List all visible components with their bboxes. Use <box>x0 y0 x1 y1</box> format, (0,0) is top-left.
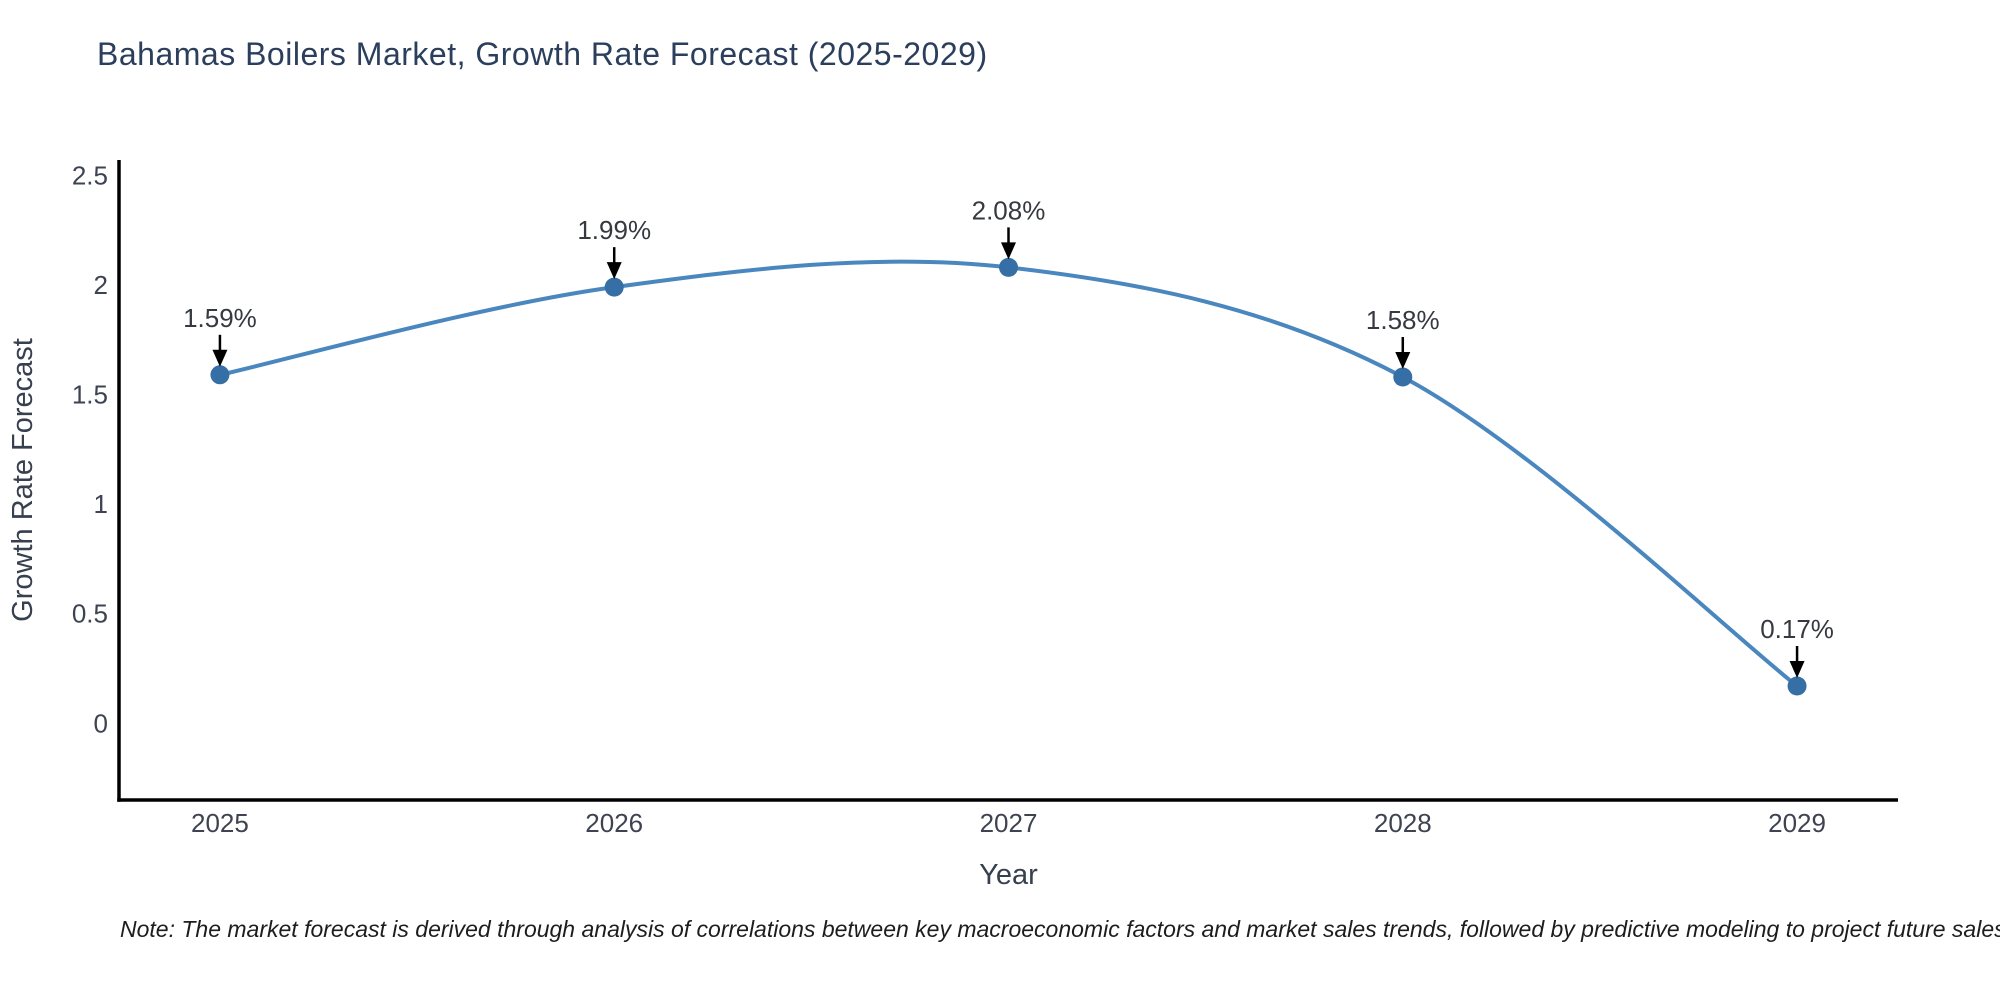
data-point-marker <box>210 365 230 385</box>
chart-title: Bahamas Boilers Market, Growth Rate Fore… <box>97 36 988 72</box>
annotation-arrowhead-icon <box>1395 351 1411 369</box>
point-annotation: 2.08% <box>972 195 1046 260</box>
point-annotation: 1.58% <box>1366 305 1440 369</box>
y-tick-label: 2.5 <box>72 160 108 190</box>
annotation-label: 0.17% <box>1760 614 1834 644</box>
x-tick-label: 2026 <box>585 808 643 838</box>
annotation-arrowhead-icon <box>606 262 622 280</box>
y-tick-label: 2 <box>94 270 108 300</box>
x-tick-label: 2027 <box>980 808 1038 838</box>
point-annotation: 0.17% <box>1760 614 1834 679</box>
annotation-arrowhead-icon <box>1001 242 1016 260</box>
y-axis-title: Growth Rate Forecast <box>7 338 39 622</box>
point-annotation: 1.59% <box>183 303 257 367</box>
data-point-marker <box>1787 676 1807 696</box>
y-tick-label: 1.5 <box>72 380 108 410</box>
data-point-marker <box>1393 367 1413 387</box>
annotation-arrowhead-icon <box>212 349 228 367</box>
annotation-label: 1.59% <box>183 303 257 333</box>
y-tick-label: 0 <box>94 708 108 738</box>
series-line <box>217 259 1800 689</box>
annotation-label: 1.58% <box>1366 305 1440 335</box>
data-point-marker <box>604 277 624 297</box>
data-point-marker <box>999 257 1018 277</box>
point-annotation: 1.99% <box>577 215 651 280</box>
footnote: Note: The market forecast is derived thr… <box>120 916 2000 942</box>
x-axis-title: Year <box>979 859 1038 891</box>
x-tick-label: 2025 <box>191 808 249 838</box>
x-tick-label: 2028 <box>1374 808 1432 838</box>
annotation-arrowhead-icon <box>1789 661 1805 679</box>
y-tick-label: 1 <box>94 489 108 519</box>
annotation-label: 2.08% <box>972 195 1046 225</box>
y-tick-label: 0.5 <box>72 599 108 629</box>
annotation-label: 1.99% <box>577 215 651 245</box>
x-tick-label: 2029 <box>1768 808 1826 838</box>
